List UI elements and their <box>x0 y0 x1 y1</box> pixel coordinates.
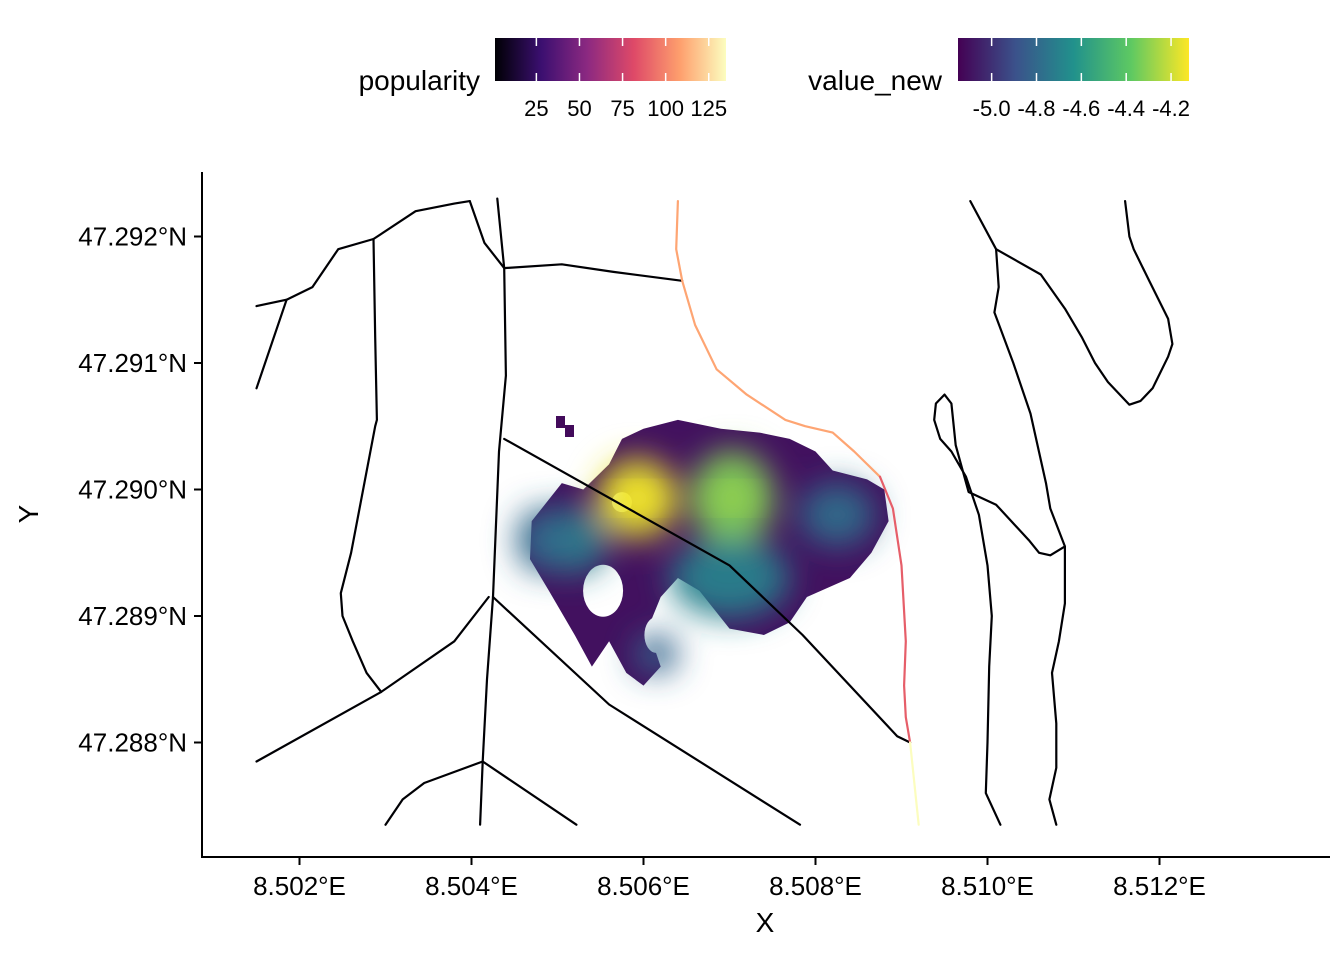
legend-tick-label: -4.2 <box>1152 96 1190 121</box>
legend-tick-label: -5.0 <box>973 96 1011 121</box>
x-tick-label: 8.506°E <box>597 871 690 901</box>
road-segment <box>675 200 882 478</box>
road-segment <box>384 760 578 826</box>
y-tick-label: 47.288°N <box>78 728 187 758</box>
density-glow <box>516 450 875 674</box>
density-gap <box>583 564 624 617</box>
legend-tick-label: 100 <box>647 96 684 121</box>
road-segment <box>909 741 920 826</box>
x-axis-ticks: 8.502°E 8.504°E 8.506°E 8.508°E 8.510°E 8.512… <box>253 857 1206 901</box>
x-tick-label: 8.508°E <box>769 871 862 901</box>
road-segment <box>479 197 507 826</box>
road-network <box>255 197 1174 826</box>
x-tick-label: 8.502°E <box>253 871 346 901</box>
plot-panel <box>255 197 1174 826</box>
legend-tick-label: 75 <box>610 96 634 121</box>
legend-tick-label: -4.6 <box>1062 96 1100 121</box>
road-segment <box>993 248 1066 826</box>
legend-popularity: popularity 25 50 75 100 125 <box>359 38 727 121</box>
road-segment <box>491 595 802 826</box>
x-tick-label: 8.504°E <box>425 871 518 901</box>
popularity-ticks: 25 50 75 100 125 <box>524 38 727 121</box>
density-peak <box>516 508 565 573</box>
y-tick-label: 47.289°N <box>78 601 187 631</box>
legend-popularity-title: popularity <box>359 65 480 96</box>
road-segment <box>933 393 1066 826</box>
legend-tick-label: -4.8 <box>1018 96 1056 121</box>
road-segment <box>969 200 1174 406</box>
y-tick-label: 47.290°N <box>78 475 187 505</box>
y-axis-title: Y <box>13 504 44 523</box>
legend-tick-label: -4.4 <box>1107 96 1145 121</box>
y-tick-label: 47.292°N <box>78 222 187 252</box>
density-peak <box>669 538 790 619</box>
density-peak-core <box>718 484 747 513</box>
legend-value-new: value_new -5.0 -4.8 -4.6 -4.4 -4.2 <box>808 38 1190 121</box>
y-tick-label: 47.291°N <box>78 348 187 378</box>
value-new-ticks: -5.0 -4.8 -4.6 -4.4 -4.2 <box>973 38 1190 121</box>
road-segment <box>255 298 288 390</box>
value-new-colorbar <box>958 38 1189 81</box>
y-axis-ticks: 47.288°N 47.289°N 47.290°N 47.291°N 47.292°N <box>78 222 202 758</box>
road-segment <box>255 200 471 308</box>
density-speck <box>556 416 565 428</box>
density-peak <box>634 633 679 674</box>
x-tick-label: 8.512°E <box>1113 871 1206 901</box>
road-segment <box>468 200 684 282</box>
legend-tick-label: 50 <box>567 96 591 121</box>
road-segment <box>339 237 383 693</box>
legend-tick-label: 25 <box>524 96 548 121</box>
road-segment <box>255 595 490 763</box>
popularity-colorbar <box>495 38 726 81</box>
road-segment <box>878 475 912 744</box>
density-core <box>623 484 747 513</box>
legend-tick-label: 125 <box>690 96 727 121</box>
density-heatmap <box>516 416 889 686</box>
density-peak-core <box>623 484 652 513</box>
legend-value-new-title: value_new <box>808 65 943 96</box>
density-speck <box>565 425 574 437</box>
road-segment <box>503 437 912 744</box>
x-tick-label: 8.510°E <box>941 871 1034 901</box>
x-axis-title: X <box>756 907 775 938</box>
density-peak <box>799 482 875 547</box>
